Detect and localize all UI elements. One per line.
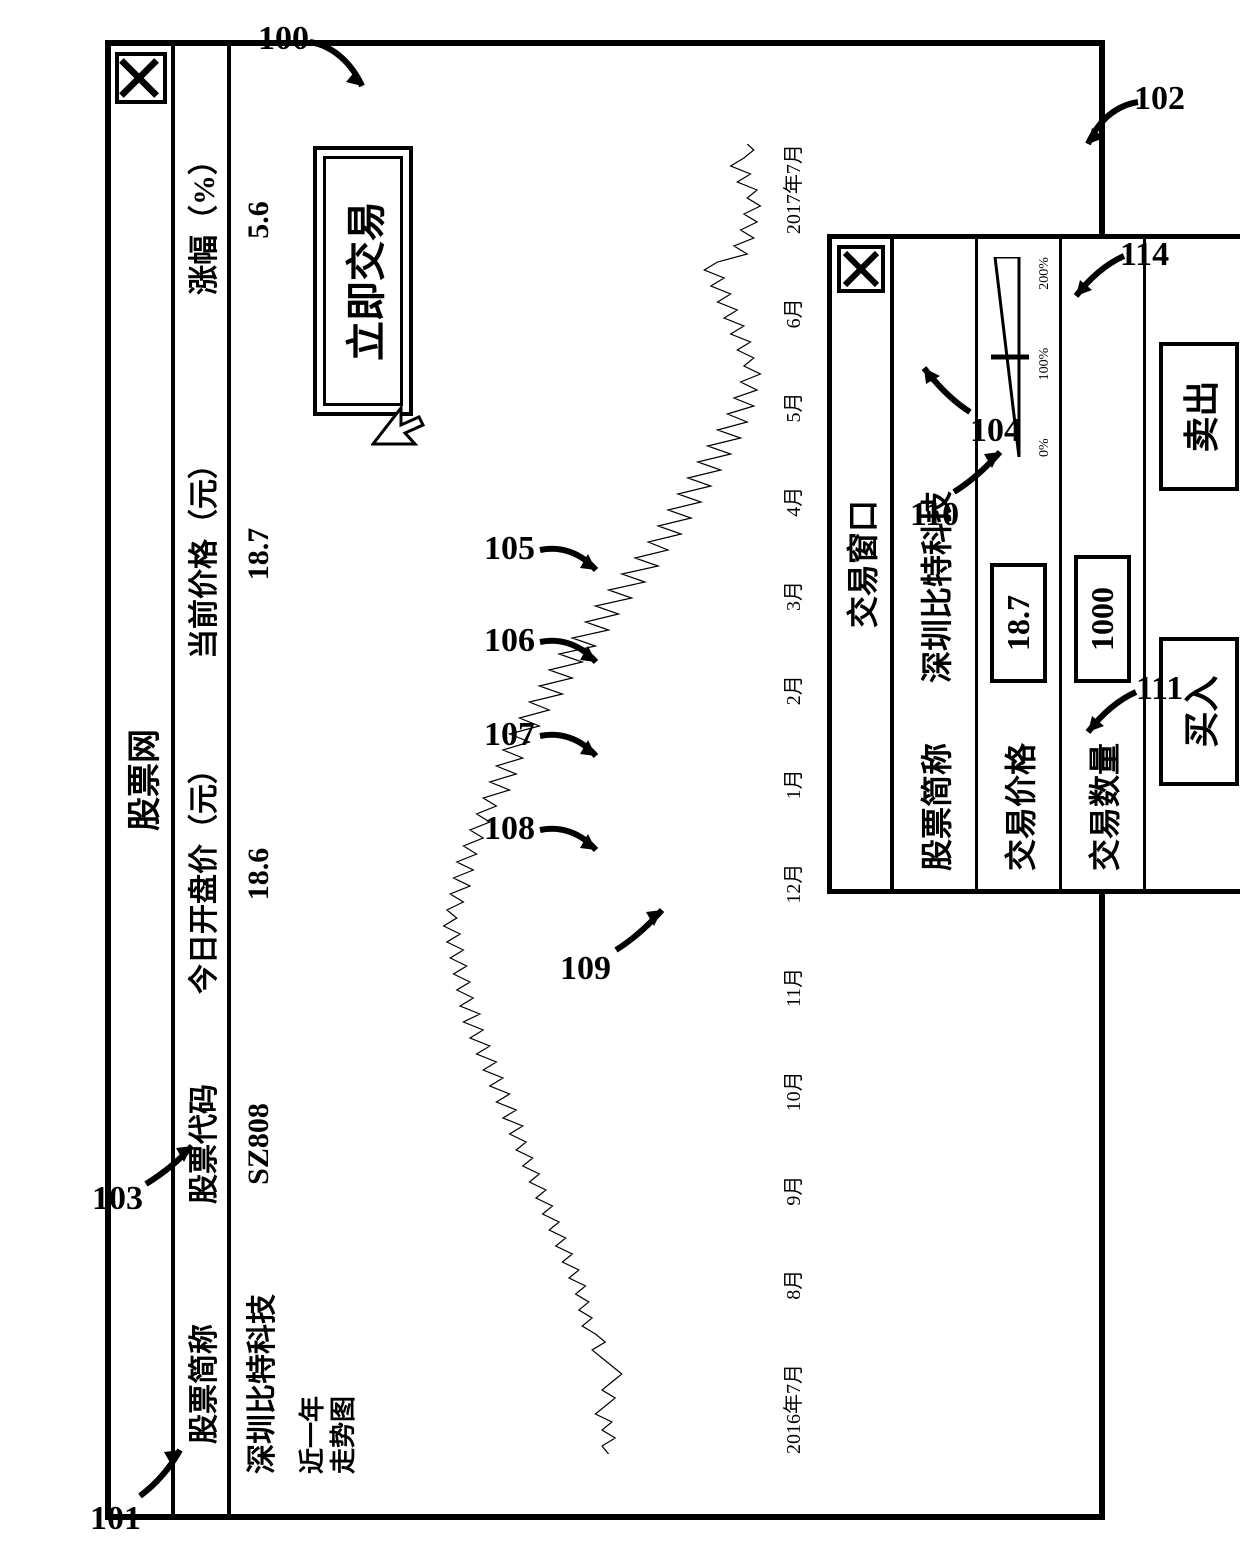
- callout-109: 109: [560, 950, 611, 988]
- x-tick-label: 12月: [777, 864, 806, 904]
- arrow-icon: [534, 540, 604, 590]
- close-icon: [868, 249, 885, 289]
- chart-caption-line2: 走势图: [328, 1396, 359, 1474]
- cell-open: 18.6: [231, 714, 287, 1034]
- arrow-icon: [910, 360, 980, 420]
- chart-x-axis: 2016年7月 8月 9月 10月 11月 12月 1月 2月 3月 4月 5月 6月 2017年7月: [777, 144, 806, 1454]
- col-open-header: 今日开盘价（元）: [175, 714, 227, 1034]
- price-chart: [437, 144, 767, 1454]
- window-title: 股票网: [117, 46, 166, 1514]
- arrow-icon: [130, 1444, 194, 1504]
- cell-code: SZ808: [231, 1034, 287, 1254]
- x-tick-label: 6月: [777, 298, 806, 328]
- popup-name-label: 股票简称: [912, 701, 958, 871]
- slider-tick-0: 0%: [1037, 438, 1053, 457]
- x-tick-label: 8月: [777, 1270, 806, 1300]
- arrow-icon: [1066, 250, 1132, 306]
- arrow-icon: [946, 444, 1012, 500]
- popup-close-button[interactable]: [837, 245, 885, 293]
- callout-103: 103: [92, 1180, 143, 1218]
- chart-caption-line1: 近一年: [297, 1396, 328, 1474]
- popup-row-qty: 交易数量 1000: [1062, 239, 1146, 889]
- cell-current: 18.7: [231, 394, 287, 714]
- arrow-icon: [534, 726, 604, 776]
- content-area: 近一年 走势图 立即交易 2016年7月 8月 9月 10月 11月 12月 1月 2月 3月 4…: [287, 46, 1099, 1514]
- x-tick-label: 3月: [777, 581, 806, 611]
- x-tick-label: 10月: [777, 1071, 806, 1111]
- main-window: 股票网 股票简称 股票代码 今日开盘价（元） 当前价格（元） 涨幅（%） 深圳比…: [105, 40, 1105, 1520]
- popup-row-name: 股票简称 深圳比特科技: [894, 239, 978, 889]
- table-row: 深圳比特科技 SZ808 18.6 18.7 5.6: [231, 46, 287, 1514]
- callout-105: 105: [484, 530, 535, 568]
- trade-button[interactable]: 立即交易: [313, 146, 413, 416]
- popup-qty-input[interactable]: 1000: [1074, 555, 1131, 683]
- buy-button[interactable]: 买入: [1159, 638, 1239, 786]
- cell-name: 深圳比特科技: [231, 1254, 287, 1514]
- x-tick-label: 2月: [777, 675, 806, 705]
- popup-price-label: 交易价格: [996, 701, 1042, 871]
- x-tick-label: 1月: [777, 769, 806, 799]
- popup-row-price: 交易价格 18.7 0% 100% 200%: [978, 239, 1062, 889]
- x-tick-label: 9月: [777, 1176, 806, 1206]
- popup-title: 交易窗口: [838, 239, 884, 889]
- arrow-icon: [1076, 686, 1146, 742]
- x-tick-label: 2017年7月: [777, 144, 806, 234]
- callout-110: 110: [910, 496, 959, 534]
- arrow-icon: [304, 36, 374, 96]
- close-icon: [117, 56, 166, 100]
- arrow-icon: [140, 1140, 204, 1194]
- trade-popup: 交易窗口 股票简称 深圳比特科技 交易价格 18.7: [827, 234, 1240, 894]
- arrow-icon: [608, 902, 674, 958]
- x-tick-label: 11月: [777, 968, 806, 1007]
- callout-100: 100: [258, 20, 309, 58]
- col-current-header: 当前价格（元）: [175, 394, 227, 714]
- titlebar: 股票网: [111, 46, 175, 1514]
- callout-108: 108: [484, 810, 535, 848]
- arrow-icon: [534, 820, 604, 870]
- popup-actions: 买入 卖出: [1146, 239, 1240, 889]
- callout-107: 107: [484, 716, 535, 754]
- x-tick-label: 5月: [777, 393, 806, 423]
- arrow-icon: [1078, 96, 1148, 156]
- x-tick-label: 2016年7月: [777, 1364, 806, 1454]
- chart-caption: 近一年 走势图: [297, 1396, 359, 1474]
- close-button[interactable]: [115, 52, 167, 104]
- arrow-icon: [534, 632, 604, 682]
- callout-106: 106: [484, 622, 535, 660]
- sell-button[interactable]: 卖出: [1159, 343, 1239, 491]
- cursor-icon: [371, 398, 431, 448]
- slider-tick-2: 200%: [1037, 257, 1053, 290]
- table-header: 股票简称 股票代码 今日开盘价（元） 当前价格（元） 涨幅（%）: [175, 46, 231, 1514]
- cell-change: 5.6: [231, 46, 287, 394]
- col-change-header: 涨幅（%）: [175, 46, 227, 394]
- popup-titlebar: 交易窗口: [832, 239, 894, 889]
- x-tick-label: 4月: [777, 487, 806, 517]
- callout-101: 101: [90, 1500, 141, 1538]
- trade-button-label: 立即交易: [323, 156, 403, 406]
- slider-tick-1: 100%: [1037, 348, 1053, 381]
- popup-price-input[interactable]: 18.7: [990, 563, 1047, 683]
